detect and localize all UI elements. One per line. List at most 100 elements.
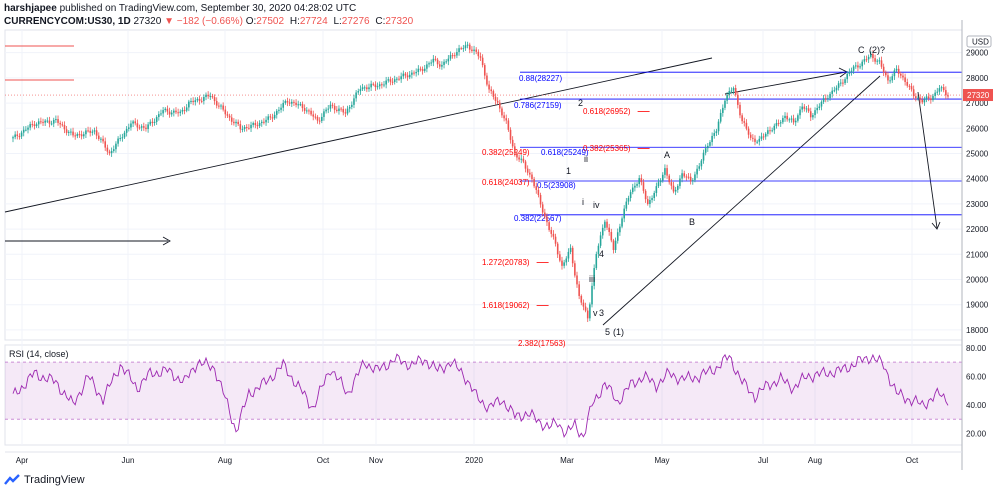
candle-down [374, 84, 377, 88]
candle-down [514, 146, 516, 154]
candle-down [531, 174, 533, 180]
candle-up [801, 106, 803, 110]
candle-down [582, 302, 585, 307]
candle-up [387, 79, 390, 81]
axes: 18000 19000 20000 21000 22000 23000 24000 25000… [5, 20, 993, 470]
candle-down [438, 64, 441, 67]
candle-down [912, 89, 915, 97]
candle-down [31, 124, 34, 126]
candle-down [102, 138, 104, 142]
candle-up [895, 68, 898, 71]
candle-up [636, 184, 638, 186]
candle-down [906, 81, 909, 86]
candle-up [258, 123, 261, 126]
candle-down [606, 221, 608, 228]
candle-up [764, 133, 767, 137]
wave-label: iii [589, 274, 595, 284]
candle-down [74, 135, 76, 137]
trend-drawings [4, 57, 962, 326]
candle-down [288, 102, 291, 104]
candle-down [683, 173, 686, 177]
wave-label: 3 [599, 308, 604, 318]
candle-down [574, 263, 576, 276]
candle-down [526, 168, 529, 173]
candle-down [874, 58, 876, 62]
wave-label: ii [584, 154, 588, 164]
candle-down [175, 110, 177, 113]
candle-up [181, 109, 184, 112]
candle-up [115, 143, 117, 150]
candle-up [773, 125, 776, 131]
last-price-tag [963, 89, 993, 102]
candle-up [799, 109, 801, 116]
candle-up [694, 174, 696, 181]
candle-down [687, 176, 690, 178]
candle-down [215, 101, 218, 106]
wave-label: (2)? [869, 45, 885, 55]
candle-down [548, 222, 550, 230]
candle-up [717, 121, 720, 132]
candle-down [286, 101, 289, 103]
candle-down [451, 55, 454, 57]
candle-up [569, 247, 572, 252]
candle-up [651, 198, 653, 200]
wave-label: (1) [613, 327, 624, 337]
candle-up [844, 79, 846, 84]
candle-up [119, 138, 122, 140]
fib-label: 1.618(19062) [482, 301, 530, 310]
candle-down [897, 68, 900, 74]
tradingview-logo[interactable]: TradingView [4, 474, 85, 486]
candle-down [745, 122, 748, 129]
candle-up [411, 72, 413, 75]
candle-up [816, 107, 818, 111]
candle-down [138, 127, 141, 129]
candle-up [140, 126, 143, 128]
rsi-band [5, 362, 962, 420]
candle-down [927, 96, 930, 99]
candle-up [681, 173, 683, 179]
candle-up [812, 115, 814, 118]
candle-down [316, 116, 319, 121]
candle-down [308, 110, 310, 112]
time-tick-label: Oct [906, 456, 919, 465]
candle-up [659, 180, 662, 183]
candle-down [248, 127, 250, 129]
wave-label: 4 [599, 249, 604, 259]
candle-up [936, 91, 939, 93]
candle-up [869, 53, 872, 57]
candle-down [224, 109, 227, 115]
candle-up [160, 113, 162, 115]
candle-up [91, 131, 94, 133]
candle-up [443, 61, 445, 65]
candle-up [831, 90, 833, 94]
candle-down [537, 189, 540, 195]
candle-up [852, 66, 855, 71]
candle-down [42, 121, 44, 123]
wave-label: 2 [578, 98, 583, 108]
candle-down [166, 108, 169, 112]
candle-up [170, 112, 173, 115]
candle-down [391, 81, 394, 83]
candle-down [904, 77, 906, 82]
publisher-name[interactable]: harshjapee [4, 3, 57, 14]
candle-down [460, 48, 463, 50]
price-tick-label: 29000 [966, 49, 989, 58]
candle-down [739, 104, 741, 116]
candle-up [846, 73, 849, 80]
candle-down [310, 110, 312, 115]
candle-down [752, 137, 754, 139]
candle-up [370, 83, 372, 88]
candle-down [882, 66, 885, 73]
candle-up [820, 101, 823, 107]
candle-up [782, 118, 784, 123]
candle-up [616, 232, 619, 241]
price-tick-label: 18000 [966, 326, 989, 335]
rsi-tick-label: 80.00 [966, 344, 987, 353]
brand-name: TradingView [24, 474, 85, 486]
candle-down [556, 243, 559, 255]
candle-up [614, 240, 617, 250]
candle-down [743, 121, 746, 123]
candle-up [12, 137, 14, 139]
candle-up [758, 138, 761, 142]
